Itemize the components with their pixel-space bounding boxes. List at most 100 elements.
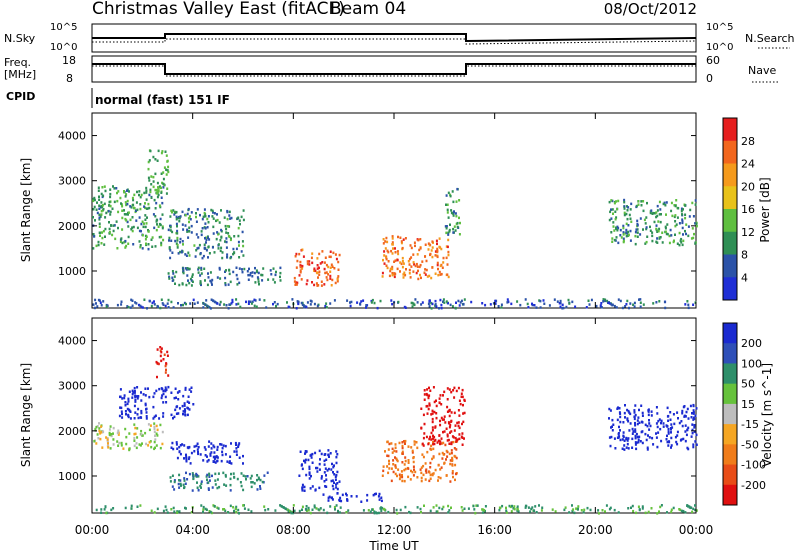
power-data-point [152,213,155,216]
velocity-data-point [207,488,210,491]
velocity-data-point [150,445,153,449]
power-data-point [93,198,96,202]
velocity-data-point [335,474,338,477]
power-data-point [260,273,263,277]
power-data-point [565,305,568,309]
velocity-data-point [184,414,187,417]
velocity-data-point [197,475,200,478]
velocity-data-point [221,446,224,450]
power-data-point [125,213,128,216]
velocity-data-point [134,432,137,436]
power-data-point [242,209,245,212]
power-marks [92,149,698,310]
power-data-point [396,258,399,262]
power-data-point [164,150,167,153]
velocity-data-point [213,451,216,454]
power-data-point [143,191,146,195]
power-data-point [255,269,258,272]
power-data-point [421,260,424,263]
velocity-data-point [428,479,431,483]
velocity-data-point [453,396,456,399]
power-data-point [664,227,667,230]
power-data-point [397,300,400,304]
velocity-data-point [102,430,105,434]
velocity-data-point [162,389,165,393]
velocity-data-point [222,508,224,511]
velocity-data-point [182,412,184,416]
power-data-point [456,187,459,191]
power-data-point [182,270,185,273]
velocity-data-point [112,438,115,441]
velocity-data-point [446,398,449,401]
velocity-data-point [120,410,123,413]
power-data-point [299,269,302,272]
velocity-data-point [170,413,173,417]
velocity-data-point [626,442,629,446]
velocity-data-point [188,456,191,459]
power-data-point [176,229,179,233]
power-colorbar-tick: 28 [741,135,755,148]
power-data-point [306,279,309,282]
velocity-data-point [634,441,637,444]
velocity-data-point [684,511,687,514]
velocity-data-point [628,429,631,432]
velocity-data-point [432,456,435,459]
velocity-data-point [665,438,668,441]
velocity-data-point [608,507,611,511]
velocity-data-point [183,479,186,482]
power-data-point [102,208,105,211]
velocity-data-point [419,468,422,471]
power-data-point [407,260,410,263]
velocity-data-point [188,472,191,476]
power-data-point [220,236,223,239]
power-data-point [112,224,115,227]
velocity-data-point [452,389,455,392]
velocity-data-point [401,475,404,479]
velocity-data-point [184,388,187,391]
power-data-point [166,302,169,305]
velocity-data-point [597,509,600,512]
power-data-point [92,199,95,203]
velocity-data-point [127,397,130,401]
power-data-point [98,218,101,221]
velocity-colorbar-tick: 15 [741,398,755,411]
power-data-point [201,217,204,221]
velocity-data-point [377,511,380,515]
velocity-data-point [120,441,123,445]
power-data-point [131,196,134,200]
power-data-point [204,279,206,282]
power-data-point [261,273,264,277]
velocity-data-point [163,353,166,356]
power-data-point [279,271,282,275]
velocity-data-point [425,435,428,439]
power-data-point [639,301,642,304]
velocity-data-point [516,506,519,510]
velocity-data-point [450,451,453,455]
power-data-point [175,222,178,226]
velocity-data-point [305,508,308,511]
power-data-point [94,219,96,222]
power-data-point [139,195,142,199]
velocity-data-point [119,388,122,391]
velocity-data-point [676,442,679,446]
velocity-data-point [136,436,139,439]
velocity-data-point [426,388,429,391]
velocity-data-point [650,507,653,510]
power-data-point [412,261,415,264]
velocity-data-point [182,410,185,413]
velocity-data-point [311,461,314,464]
velocity-data-point [443,415,446,418]
velocity-data-point [457,421,460,424]
power-data-point [249,300,252,303]
power-data-point [167,170,170,174]
power-data-point [602,300,605,303]
velocity-data-point [175,441,178,444]
power-data-point [195,233,198,236]
power-data-point [117,190,120,193]
velocity-data-point [133,404,136,408]
power-data-point [254,266,256,270]
power-data-point [233,251,236,255]
velocity-data-point [451,472,454,475]
velocity-data-point [682,437,685,441]
power-data-point [200,268,203,271]
